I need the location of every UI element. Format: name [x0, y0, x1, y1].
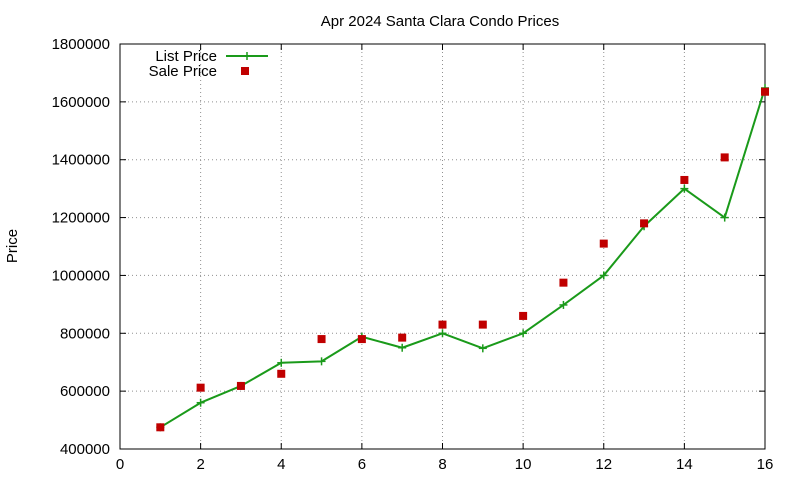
list-price-point	[196, 398, 205, 407]
sale-price-point	[438, 320, 447, 329]
y-tick-label: 1600000	[52, 94, 110, 111]
list-price-line	[159, 87, 766, 429]
sale-price-point	[398, 333, 407, 342]
grid	[120, 44, 765, 449]
sale-price-point	[599, 239, 608, 248]
y-tick-label: 800000	[60, 325, 110, 342]
list-price-point	[559, 300, 568, 309]
legend-marker-list-price	[243, 52, 251, 60]
list-price-point	[720, 213, 729, 222]
sale-price-point	[357, 335, 366, 344]
y-tick-label: 1200000	[52, 210, 110, 227]
sale-price-point	[478, 320, 487, 329]
y-axis-label: Price	[4, 229, 21, 263]
sale-price-point	[640, 219, 649, 228]
x-tick-label: 2	[196, 456, 204, 473]
legend: List Price Sale Price	[149, 48, 268, 80]
sale-price-point	[236, 381, 245, 390]
series-layer	[156, 83, 769, 432]
sale-price-point	[196, 383, 205, 392]
list-price-point	[680, 184, 689, 193]
x-tick-label: 6	[358, 456, 366, 473]
y-tick-label: 400000	[60, 441, 110, 458]
list-price-point	[519, 329, 528, 338]
sale-price-point	[156, 423, 165, 432]
x-tick-label: 12	[595, 456, 612, 473]
x-tick-label: 14	[676, 456, 693, 473]
list-price-point	[438, 329, 447, 338]
sale-price-point	[317, 335, 326, 344]
sale-price-point	[720, 153, 729, 162]
sale-price-point	[559, 278, 568, 287]
axis-ticks	[119, 43, 766, 450]
x-tick-labels: 0 2 4 6 8 10 12 14 16	[116, 456, 774, 473]
x-tick-label: 8	[438, 456, 446, 473]
y-tick-label: 1000000	[52, 267, 110, 284]
legend-marker-sale-price	[241, 67, 249, 75]
list-price-point	[478, 344, 487, 353]
sale-price-point	[680, 175, 689, 184]
x-tick-label: 16	[757, 456, 774, 473]
sale-price-point	[761, 87, 769, 96]
chart-title: Apr 2024 Santa Clara Condo Prices	[321, 13, 559, 30]
list-price-point	[599, 271, 608, 280]
y-tick-labels: 400000 600000 800000 1000000 1200000 1400000 1…	[52, 36, 110, 458]
x-tick-label: 4	[277, 456, 285, 473]
list-price-point	[317, 357, 326, 366]
list-price-point	[398, 343, 407, 352]
sale-price-point	[519, 311, 528, 320]
y-tick-label: 1400000	[52, 152, 110, 169]
sale-price-point	[277, 369, 286, 378]
y-tick-label: 600000	[60, 383, 110, 400]
legend-label-sale-price: Sale Price	[149, 63, 217, 80]
x-tick-label: 0	[116, 456, 124, 473]
list-price-point	[277, 358, 286, 367]
x-tick-label: 10	[515, 456, 532, 473]
y-tick-label: 1800000	[52, 36, 110, 53]
legend-label-list-price: List Price	[155, 48, 217, 65]
